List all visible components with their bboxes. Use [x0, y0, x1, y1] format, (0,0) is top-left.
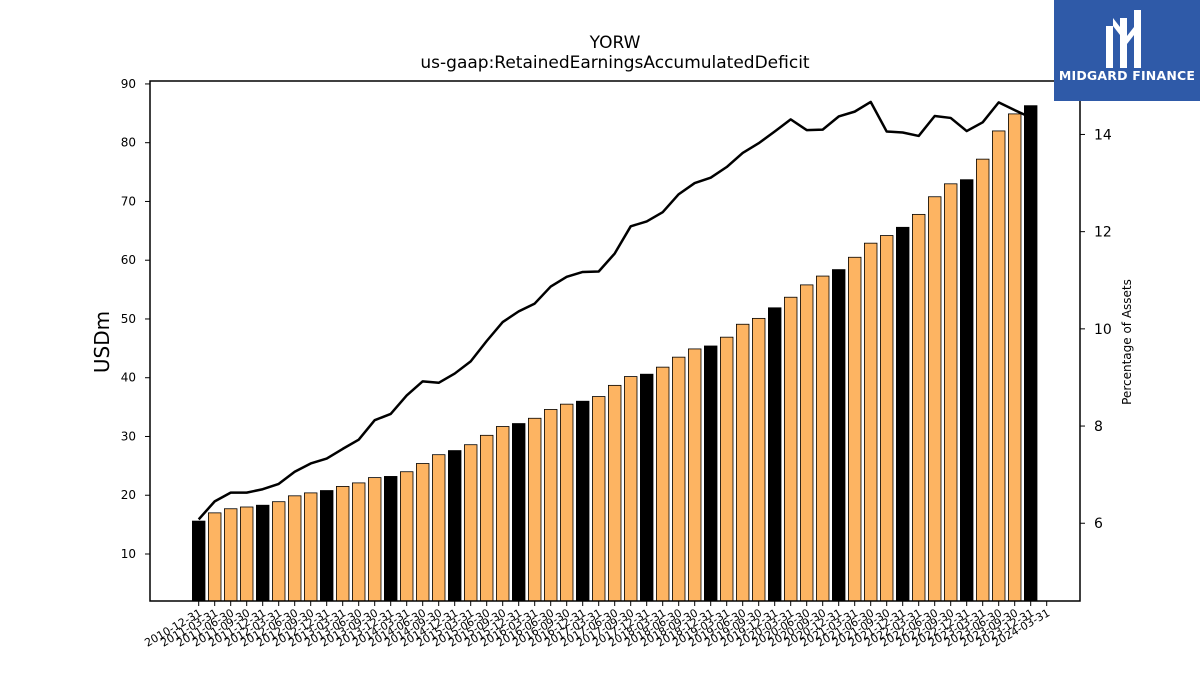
- bar-2017-12-31: [640, 373, 654, 602]
- bar-2023-03-31: [976, 158, 990, 602]
- bar-2016-12-31: [576, 400, 590, 602]
- midgard-finance-logo: MIDGARD FINANCE: [1054, 0, 1200, 101]
- bar-2022-06-30: [928, 196, 942, 602]
- bar-2011-09-30: [239, 506, 254, 602]
- y-tick-label: 60: [121, 253, 136, 267]
- logo-mark-icon: [1106, 10, 1141, 68]
- bar-2016-06-30: [544, 409, 558, 602]
- bar-2018-09-30: [688, 348, 702, 602]
- bar-2021-09-30: [880, 235, 894, 602]
- chart-subtitle: us-gaap:RetainedEarningsAccumulatedDefic…: [420, 53, 810, 73]
- y2-tick-label: 14: [1094, 127, 1112, 143]
- bars-layer: [191, 105, 1038, 602]
- bar-2012-12-31: [319, 490, 334, 602]
- chart-title: YORW: [589, 33, 641, 53]
- y-tick-label: 20: [121, 488, 136, 502]
- bar-2018-12-31: [704, 345, 718, 602]
- y2-tick-label: 8: [1094, 419, 1103, 435]
- bar-2012-09-30: [303, 492, 318, 602]
- bar-2017-06-30: [608, 384, 622, 602]
- bar-2020-06-30: [800, 284, 814, 602]
- bar-2021-03-31: [848, 256, 862, 602]
- bar-2019-12-31: [768, 307, 782, 602]
- y-axis-label: USDm: [90, 311, 114, 373]
- bar-2012-06-30: [287, 495, 302, 602]
- bar-2019-03-31: [720, 336, 734, 602]
- bar-2022-09-30: [944, 183, 958, 602]
- y2-axis-label: Percentage of Assets: [1120, 279, 1134, 405]
- y-tick-label: 10: [121, 547, 136, 561]
- y-tick-label: 30: [121, 429, 136, 443]
- bar-2020-03-31: [784, 296, 798, 602]
- bar-2010-12-31: [191, 520, 206, 602]
- bar-2017-03-31: [592, 396, 606, 602]
- bar-2014-09-30: [431, 454, 446, 602]
- y-tick-label: 90: [121, 77, 136, 91]
- y-tick-label: 40: [121, 371, 136, 385]
- bar-2023-09-30: [1008, 113, 1022, 602]
- logo-text: MIDGARD FINANCE: [1058, 68, 1196, 83]
- bar-2022-03-31: [912, 213, 926, 602]
- y2-tick-label: 12: [1094, 225, 1112, 241]
- y2-tick-label: 10: [1094, 322, 1112, 338]
- bar-2016-09-30: [560, 403, 574, 602]
- bar-2020-09-30: [816, 275, 830, 602]
- bar-2014-12-31: [447, 450, 462, 602]
- bar-2012-03-31: [271, 501, 286, 602]
- percentage-of-assets-line: [197, 100, 1032, 521]
- bar-2013-09-30: [367, 477, 382, 602]
- bar-2015-12-31: [512, 423, 526, 602]
- bar-2022-12-31: [960, 179, 974, 602]
- y-tick-label: 80: [121, 136, 136, 150]
- bar-2019-09-30: [752, 317, 766, 602]
- bar-2014-03-31: [399, 471, 414, 602]
- bar-2017-09-30: [624, 376, 638, 602]
- bar-2013-12-31: [383, 476, 398, 602]
- bar-2011-12-31: [255, 504, 270, 602]
- bar-2018-06-30: [672, 356, 686, 602]
- bar-2016-03-31: [528, 417, 542, 602]
- bar-2015-03-31: [463, 444, 478, 602]
- bar-2011-03-31: [207, 512, 222, 602]
- bar-2015-06-30: [479, 434, 494, 602]
- bar-2013-06-30: [351, 482, 366, 602]
- bar-2023-12-31: [1024, 105, 1038, 602]
- bar-2019-06-30: [736, 323, 750, 602]
- y2-tick-label: 6: [1094, 516, 1103, 532]
- bar-2018-03-31: [656, 366, 670, 602]
- bar-2015-09-30: [495, 426, 510, 602]
- axes-layer: 102030405060708090681012142010-12-312011…: [121, 77, 1112, 650]
- line-layer: [197, 100, 1032, 521]
- y-tick-label: 50: [121, 312, 136, 326]
- bar-2011-06-30: [223, 508, 238, 602]
- bar-2020-12-31: [832, 269, 846, 602]
- y-tick-label: 70: [121, 194, 136, 208]
- bar-2021-06-30: [864, 242, 878, 602]
- bar-2013-03-31: [335, 486, 350, 602]
- bar-2021-12-31: [896, 226, 910, 602]
- bar-2023-06-30: [992, 130, 1006, 602]
- bar-2014-06-30: [415, 463, 430, 602]
